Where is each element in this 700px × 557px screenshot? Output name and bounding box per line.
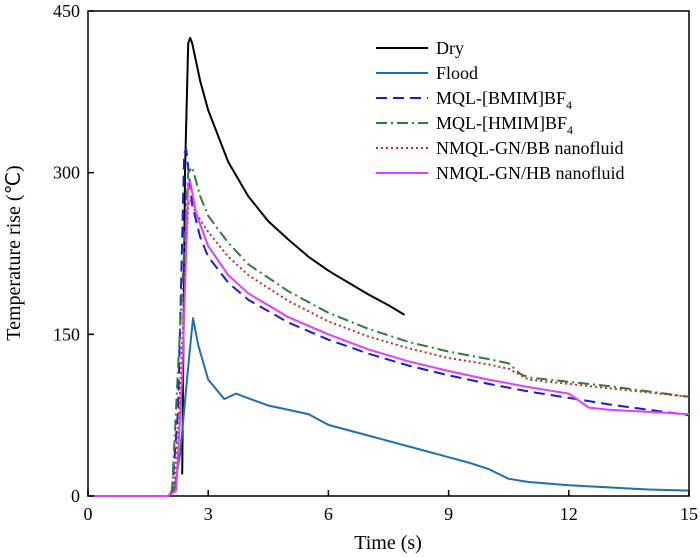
- plot-area: [87, 10, 690, 497]
- series-line-mql-hmim-bf4: [88, 166, 690, 497]
- plot-frame: [87, 10, 690, 497]
- series-line-nmql-gn-hb-nanofluid: [88, 180, 690, 497]
- legend-label: Flood: [436, 63, 478, 83]
- x-axis-title: Time (s): [354, 532, 422, 554]
- x-tick-label: 9: [444, 504, 453, 524]
- y-tick-label: 150: [53, 324, 80, 344]
- x-tick-label: 3: [204, 504, 213, 524]
- y-tick-label: 0: [71, 486, 80, 506]
- legend-label: NMQL-GN/HB nanofluid: [436, 163, 624, 183]
- x-tick-label: 12: [560, 504, 578, 524]
- series-line-mql-bmim-bf4: [88, 148, 690, 497]
- legend-label: Dry: [436, 38, 464, 58]
- series-group: [88, 36, 690, 497]
- y-tick-label: 300: [53, 163, 80, 183]
- series-line-nmql-gn-bb-nanofluid: [88, 198, 690, 497]
- x-tick-label: 15: [680, 504, 698, 524]
- x-tick-label: 6: [324, 504, 333, 524]
- legend-label: MQL-[BMIM]BF4: [436, 88, 572, 112]
- y-axis-title: Temperature rise (℃): [3, 165, 25, 340]
- legend-label: NMQL-GN/BB nanofluid: [436, 138, 624, 158]
- legend-label: MQL-[HMIM]BF4: [436, 113, 573, 137]
- x-tick-label: 0: [84, 504, 93, 524]
- y-tick-label: 450: [53, 1, 80, 21]
- series-line-dry: [181, 36, 406, 475]
- series-line-flood: [88, 317, 690, 497]
- legend: DryFloodMQL-[BMIM]BF4MQL-[HMIM]BF4NMQL-G…: [376, 38, 624, 183]
